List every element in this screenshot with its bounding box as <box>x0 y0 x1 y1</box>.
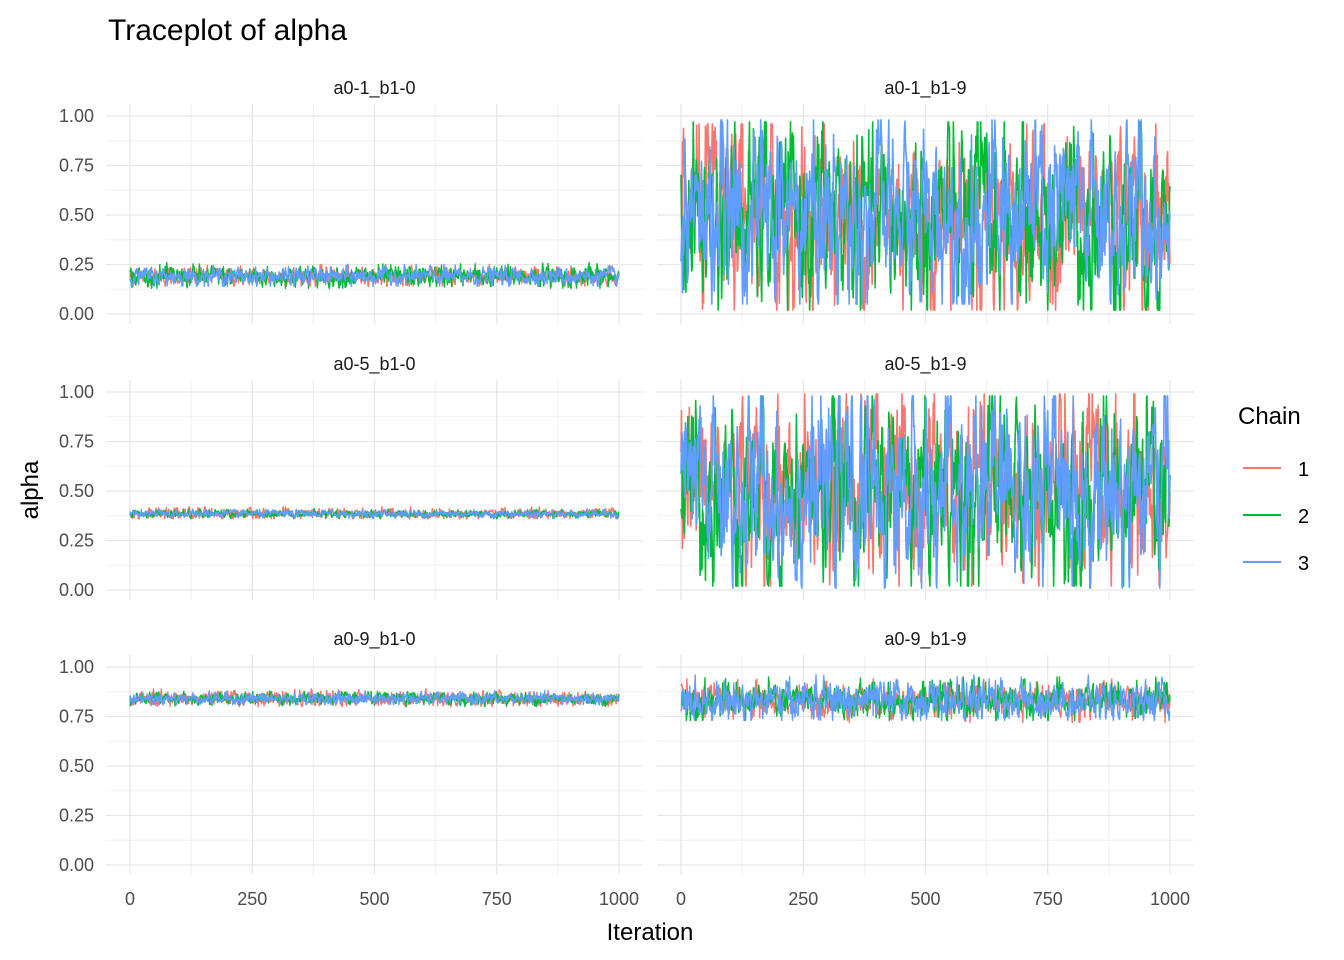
y-tick-label: 0.75 <box>59 432 94 452</box>
y-tick-label: 0.75 <box>59 156 94 176</box>
y-tick-label: 0.50 <box>59 205 94 225</box>
facet-strip-label: a0-5_b1-0 <box>333 354 415 375</box>
y-tick-label: 0.50 <box>59 481 94 501</box>
trace-chain-3 <box>129 263 620 287</box>
y-tick-label: 1.00 <box>59 382 94 402</box>
x-tick-label: 0 <box>676 889 686 909</box>
x-axis-label: Iteration <box>607 919 694 946</box>
legend-title: Chain <box>1238 403 1301 430</box>
x-tick-label: 1000 <box>599 889 639 909</box>
y-tick-label: 0.25 <box>59 531 94 551</box>
x-tick-label: 750 <box>482 889 512 909</box>
y-tick-label: 0.25 <box>59 806 94 826</box>
trace-chain-1 <box>129 263 620 287</box>
panel-a0-9_b1-9: a0-9_b1-9 0 250 500 750 1000 <box>657 629 1194 909</box>
facet-strip-label: a0-9_b1-0 <box>333 629 415 650</box>
panel-a0-9_b1-0: a0-9_b1-0 0.00 0.25 0.50 0.75 1.00 0 250 500 750 1… <box>59 629 643 909</box>
x-tick-label: 500 <box>910 889 940 909</box>
legend: Chain 1 2 3 <box>1238 403 1309 575</box>
panel-a0-5_b1-9: a0-5_b1-9 <box>657 354 1194 600</box>
trace-chain-3 <box>680 674 1171 722</box>
facet-strip-label: a0-9_b1-9 <box>884 629 966 650</box>
x-tick-label: 500 <box>359 889 389 909</box>
chart-title: Traceplot of alpha <box>108 14 347 47</box>
y-tick-label: 0.00 <box>59 304 94 324</box>
x-tick-label: 250 <box>237 889 267 909</box>
y-tick-label: 0.50 <box>59 756 94 776</box>
panel-a0-5_b1-0: a0-5_b1-0 0.00 0.25 0.50 0.75 1.00 <box>59 354 643 600</box>
y-axis-label: alpha <box>17 460 44 519</box>
trace-chain-3 <box>129 690 620 706</box>
y-tick-label: 0.75 <box>59 707 94 727</box>
y-tick-label: 1.00 <box>59 657 94 677</box>
y-tick-label: 0.25 <box>59 255 94 275</box>
trace-chain-3 <box>680 395 1171 589</box>
x-tick-label: 1000 <box>1150 889 1190 909</box>
trace-chain-3 <box>129 508 620 520</box>
panel-a0-1_b1-9: a0-1_b1-9 <box>657 78 1194 324</box>
facet-strip-label: a0-1_b1-9 <box>884 78 966 99</box>
facet-strip-label: a0-5_b1-9 <box>884 354 966 375</box>
x-tick-label: 250 <box>788 889 818 909</box>
facet-panels: a0-1_b1-0 0.00 0.25 0.50 0.75 1.00 a0-1_b1-9 a0… <box>59 78 1194 909</box>
facet-strip-label: a0-1_b1-0 <box>333 78 415 99</box>
x-tick-label: 0 <box>125 889 135 909</box>
legend-label-chain-1: 1 <box>1298 459 1309 481</box>
trace-chain-3 <box>680 119 1171 305</box>
y-tick-label: 1.00 <box>59 106 94 126</box>
x-tick-label: 750 <box>1033 889 1063 909</box>
legend-label-chain-2: 2 <box>1298 506 1309 528</box>
y-tick-label: 0.00 <box>59 580 94 600</box>
panel-a0-1_b1-0: a0-1_b1-0 0.00 0.25 0.50 0.75 1.00 <box>59 78 643 324</box>
y-tick-label: 0.00 <box>59 855 94 875</box>
legend-label-chain-3: 3 <box>1298 553 1309 575</box>
